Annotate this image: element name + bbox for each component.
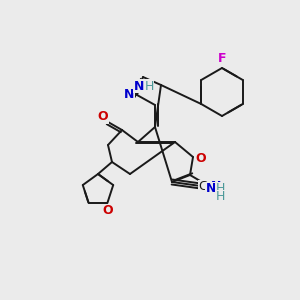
Text: O: O xyxy=(196,152,206,166)
Text: O: O xyxy=(98,110,108,124)
Text: N: N xyxy=(206,182,216,196)
Text: H: H xyxy=(144,80,154,92)
Text: H: H xyxy=(215,190,225,203)
Text: N: N xyxy=(211,181,221,194)
Text: F: F xyxy=(218,52,226,65)
Text: N: N xyxy=(134,80,144,92)
Text: H: H xyxy=(215,182,225,196)
Text: O: O xyxy=(102,204,113,218)
Text: N: N xyxy=(124,88,134,100)
Text: C: C xyxy=(199,181,207,194)
